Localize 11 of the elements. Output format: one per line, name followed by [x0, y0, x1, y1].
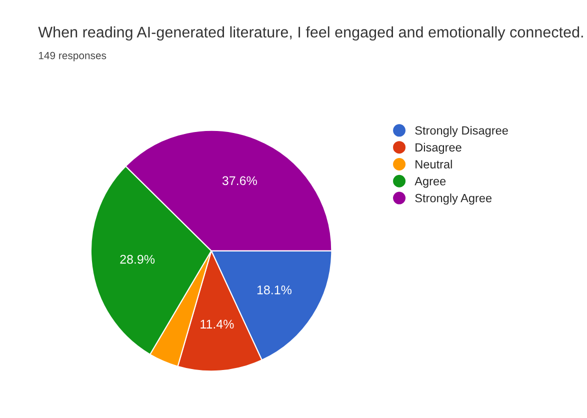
chart-title: When reading AI-generated literature, I feel engaged and emotionally connected. [38, 26, 583, 41]
legend-label: Strongly Disagree [415, 126, 508, 137]
chart-subtitle: 149 responses [38, 52, 106, 62]
data-label: 28.9% [120, 254, 155, 264]
data-label: 37.6% [222, 176, 257, 186]
legend-label: Disagree [416, 142, 462, 154]
data-label: 11.4% [200, 320, 234, 329]
legend-label: Agree [414, 177, 446, 188]
data-label: 18.1% [257, 285, 292, 294]
legend-label: Strongly Agree [415, 194, 492, 205]
legend-label: Neutral [416, 160, 452, 168]
